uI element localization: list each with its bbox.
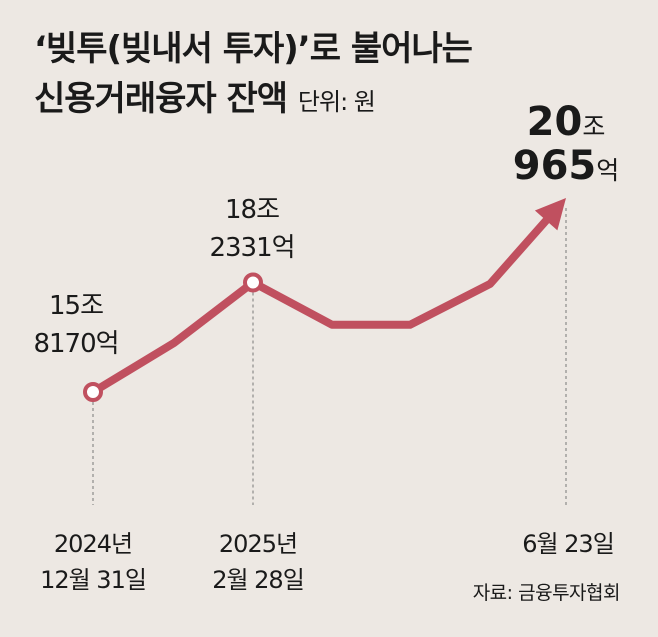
value-label: 15조	[49, 291, 103, 321]
value-label: 8170억	[33, 329, 118, 359]
arrow-head	[534, 198, 566, 231]
value-label: 20조	[527, 99, 606, 145]
chart-title: ‘빚투(빚내서 투자)’로 불어나는 신용거래융자 잔액 단위: 원	[34, 24, 473, 127]
x-tick-label: 2025년	[219, 530, 297, 558]
x-tick-label: 2024년	[54, 530, 132, 558]
unit-label: 단위: 원	[297, 88, 376, 116]
source-note: 자료: 금융투자협회	[472, 582, 621, 604]
value-label: 18조	[225, 195, 279, 225]
x-tick-label: 2월 28일	[212, 566, 304, 594]
value-label: 965억	[513, 143, 620, 189]
x-tick-label: 12월 31일	[40, 566, 146, 594]
data-point	[243, 272, 263, 293]
title-line-1: ‘빚투(빚내서 투자)’로 불어나는	[34, 29, 473, 69]
data-point	[83, 382, 103, 402]
x-tick-label: 6월 23일	[522, 530, 614, 558]
series-line	[89, 214, 553, 396]
title-line-2: 신용거래융자 잔액 단위: 원	[34, 74, 472, 127]
value-label: 2331억	[209, 233, 294, 263]
title-line-2-text: 신용거래융자 잔액	[34, 79, 288, 119]
